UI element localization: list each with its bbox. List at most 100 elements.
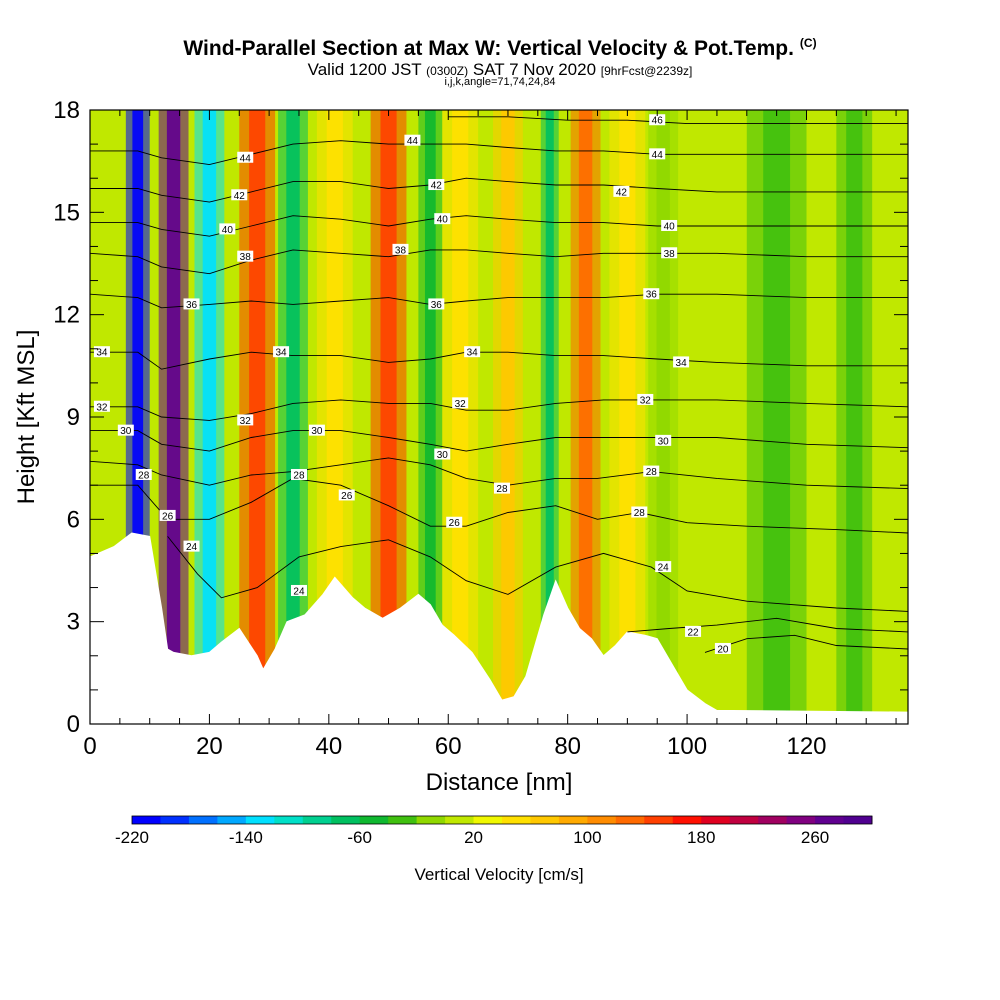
contour-label-box xyxy=(493,482,510,494)
colorbar-swatch xyxy=(245,816,275,824)
contour-label: 38 xyxy=(240,252,252,263)
colorbar-swatch xyxy=(587,816,617,824)
valid-date: SAT 7 Nov 2020 xyxy=(472,60,597,79)
contour-label: 38 xyxy=(664,249,676,260)
y-tick-label: 3 xyxy=(67,609,80,636)
y-tick-label: 6 xyxy=(67,506,80,533)
velocity-band-core xyxy=(132,110,144,724)
contour-theta-46 xyxy=(448,116,908,125)
contour-label-box xyxy=(673,356,690,368)
contour-theta-28 xyxy=(90,457,908,490)
colorbar-tick-label: -220 xyxy=(115,828,149,847)
colorbar-tick-label: -60 xyxy=(347,828,372,847)
contour-label: 32 xyxy=(240,416,252,427)
valid-prefix: Valid 1200 JST xyxy=(307,60,422,79)
contour-label: 40 xyxy=(664,221,676,232)
contour-label: 26 xyxy=(449,518,461,529)
velocity-band-core xyxy=(380,110,397,724)
chart-title: Wind-Parallel Section at Max W: Vertical… xyxy=(0,36,1000,61)
contour-label: 26 xyxy=(341,491,353,502)
x-tick-label: 80 xyxy=(554,733,581,760)
contour-label-box xyxy=(661,247,678,259)
colorbar-swatch xyxy=(445,816,475,824)
velocity-band-core xyxy=(424,110,436,724)
colorbar: -220 -140 -60 20 100 180 260 xyxy=(115,815,873,847)
contour-label: 36 xyxy=(646,290,658,301)
contour-label-box xyxy=(643,288,660,300)
contour-label-box xyxy=(452,397,469,409)
x-tick-label: 40 xyxy=(315,733,342,760)
velocity-band-core xyxy=(578,110,593,724)
contour-label-box xyxy=(643,465,660,477)
y-tick-label: 12 xyxy=(53,302,80,329)
velocity-band-core xyxy=(846,110,863,724)
contour-label-box xyxy=(446,516,463,528)
colorbar-swatch xyxy=(502,816,531,824)
valid-utc: (0300Z) xyxy=(426,64,469,78)
contour-label-box xyxy=(183,298,200,310)
contour-label: 26 xyxy=(162,511,174,522)
colorbar-swatch xyxy=(473,816,503,824)
contour-label: 24 xyxy=(293,586,305,597)
contour-label-box xyxy=(464,346,481,358)
contour-label-box xyxy=(135,468,152,480)
contour-label-box xyxy=(655,561,672,573)
colorbar-label: Vertical Velocity [cm/s] xyxy=(414,865,583,884)
contour-label: 40 xyxy=(222,225,234,236)
contour-label: 34 xyxy=(467,348,479,359)
contour-label: 44 xyxy=(652,150,664,161)
terrain-shape xyxy=(90,532,908,724)
colorbar-swatch xyxy=(644,816,674,824)
velocity-band-core xyxy=(545,110,554,724)
colorbar-tick-label: 100 xyxy=(573,828,601,847)
x-tick-label: 20 xyxy=(196,733,223,760)
colorbar-swatch xyxy=(160,816,190,824)
contour-label-box xyxy=(237,250,254,262)
colorbar-swatch xyxy=(758,816,788,824)
contour-label-box xyxy=(661,219,678,231)
velocity-band-core xyxy=(763,110,791,724)
contour-label: 28 xyxy=(646,467,658,478)
contour-label: 46 xyxy=(652,116,664,127)
contour-label: 30 xyxy=(311,426,323,437)
contour-label-box xyxy=(649,148,666,160)
contour-label: 28 xyxy=(138,470,150,481)
contour-label: 42 xyxy=(431,181,443,192)
chart-subtitle: Valid 1200 JST (0300Z) SAT 7 Nov 2020 [9… xyxy=(0,60,1000,80)
colorbar-swatch xyxy=(786,816,816,824)
y-tick-label: 9 xyxy=(67,404,80,431)
contour-label-box xyxy=(685,625,702,637)
contour-label: 22 xyxy=(687,627,699,638)
colorbar-swatch xyxy=(274,816,304,824)
x-tick-label: 60 xyxy=(435,733,462,760)
colorbar-swatch xyxy=(615,816,645,824)
contour-label-box xyxy=(290,584,307,596)
y-tick-label: 18 xyxy=(53,97,80,124)
contour-label-box xyxy=(649,114,666,126)
colorbar-border xyxy=(131,815,873,825)
colorbar-swatch xyxy=(530,816,560,824)
colorbar-tick-label: 260 xyxy=(801,828,829,847)
y-tick-label: 15 xyxy=(53,199,80,226)
contour-label-box xyxy=(392,243,409,255)
velocity-band-core xyxy=(452,110,469,724)
colorbar-swatch xyxy=(132,816,161,824)
contour-theta-30 xyxy=(90,430,908,452)
contour-label: 28 xyxy=(293,470,305,481)
contour-label: 24 xyxy=(658,563,670,574)
contour-label: 34 xyxy=(276,348,288,359)
contour-label-box xyxy=(93,400,110,412)
contour-label-box xyxy=(93,346,110,358)
contour-label: 32 xyxy=(455,399,467,410)
x-axis-label: Distance [nm] xyxy=(426,769,573,796)
contour-label-box xyxy=(434,448,451,460)
contour-theta-44 xyxy=(90,140,908,166)
contour-theta-20 xyxy=(704,634,908,653)
contour-label-box xyxy=(159,509,176,521)
colorbar-swatch xyxy=(217,816,247,824)
velocity-band-core xyxy=(166,110,181,724)
contour-label: 34 xyxy=(676,358,688,369)
colorbar-swatch xyxy=(388,816,418,824)
